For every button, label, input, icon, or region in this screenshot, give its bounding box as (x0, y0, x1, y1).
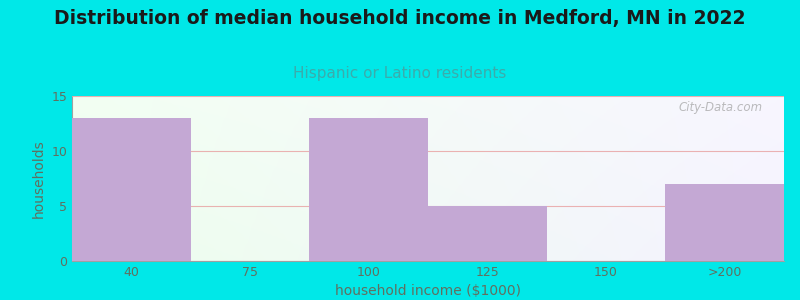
Bar (310, 118, 428, 261)
Bar (428, 206, 546, 261)
Bar (72, 118, 190, 261)
Text: City-Data.com: City-Data.com (678, 101, 762, 114)
Text: Distribution of median household income in Medford, MN in 2022: Distribution of median household income … (54, 9, 746, 28)
Text: Hispanic or Latino residents: Hispanic or Latino residents (294, 66, 506, 81)
Y-axis label: households: households (32, 139, 46, 218)
X-axis label: household income ($1000): household income ($1000) (335, 284, 521, 298)
Bar (666, 184, 784, 261)
